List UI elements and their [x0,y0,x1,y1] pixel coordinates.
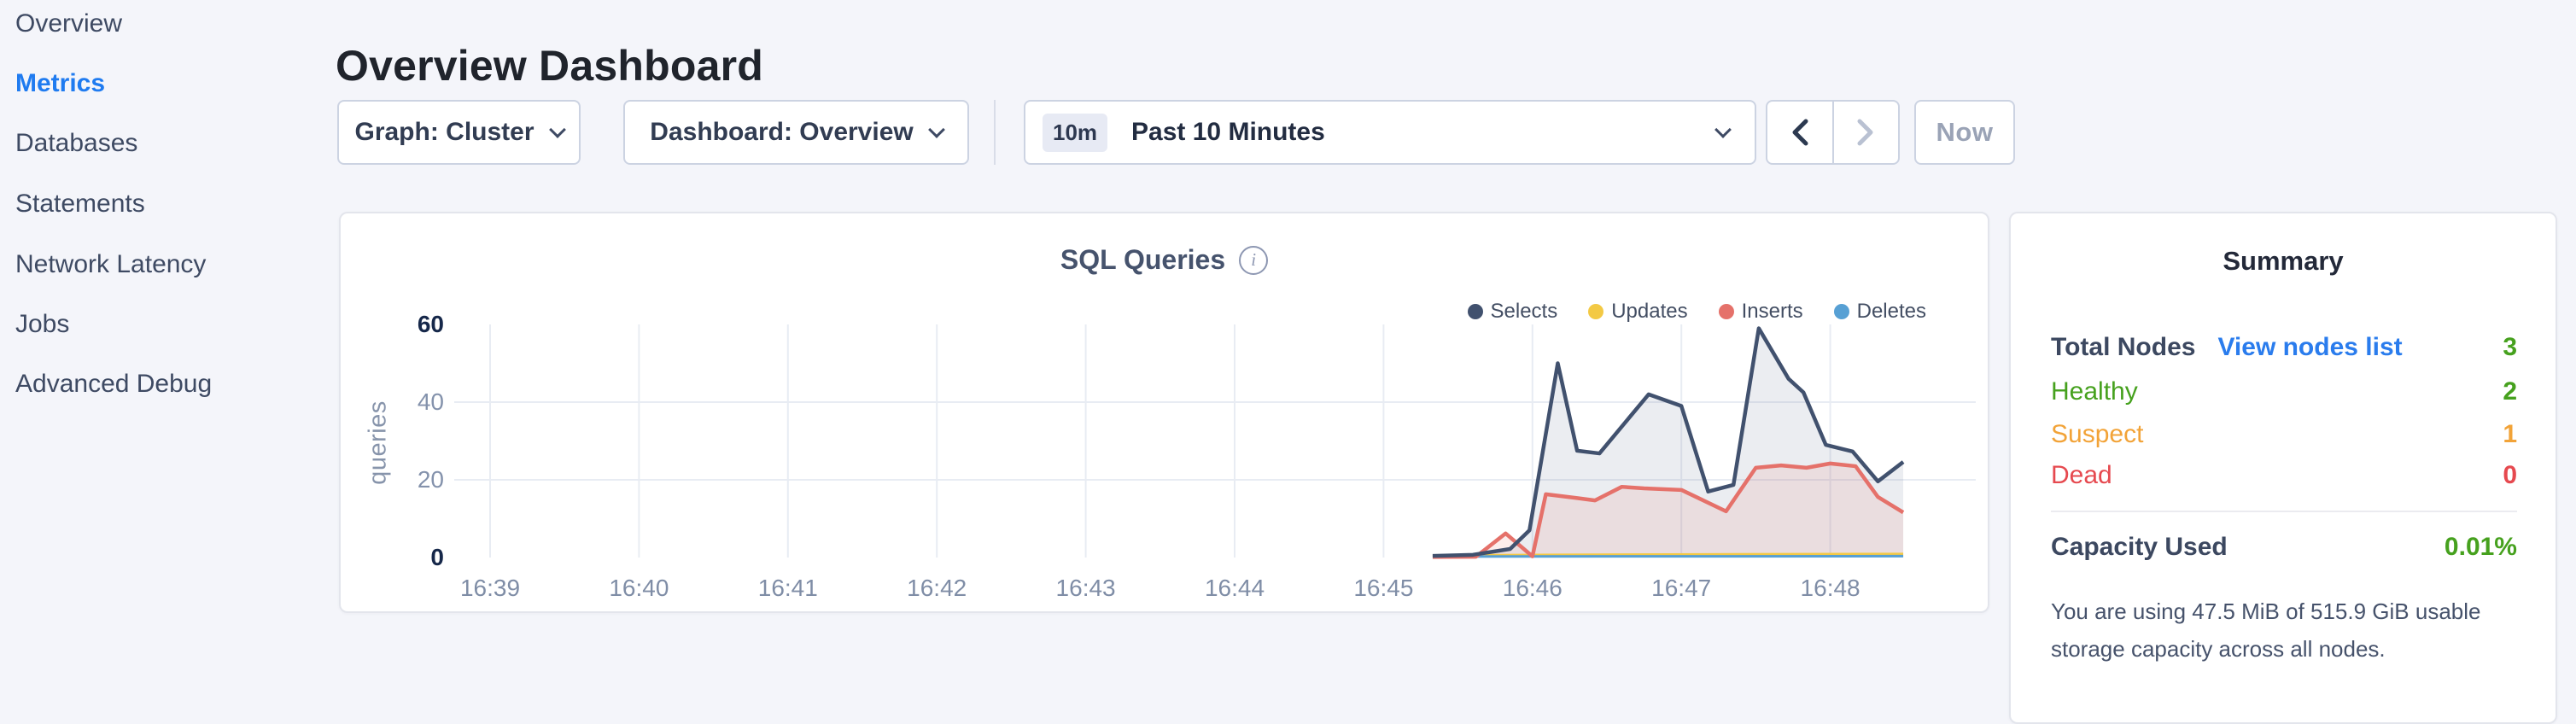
sidebar-item-advanced-debug[interactable]: Advanced Debug [15,370,213,398]
legend-label: Updates [1611,300,1688,323]
time-range-label: Past 10 Minutes [1131,118,1325,146]
legend-label: Deletes [1856,300,1926,323]
x-axis-tick-label: 16:41 [757,575,818,601]
x-axis-tick-label: 16:46 [1502,575,1563,601]
y-axis-tick-label: 60 [417,311,444,337]
legend-item-selects: Selects [1467,300,1558,324]
dead-label: Dead [2051,461,2112,489]
sql-queries-chart [454,324,1976,559]
chevron-down-icon [1714,120,1732,138]
legend-item-deletes: Deletes [1833,300,1926,324]
total-nodes-value: 3 [2503,333,2517,361]
x-axis-tick-label: 16:47 [1651,575,1712,601]
total-nodes-row: Total Nodes View nodes list 3 [2051,331,2517,364]
dead-value: 0 [2503,461,2517,489]
sidebar-item-statements[interactable]: Statements [15,190,145,218]
graph-dropdown-label: Graph: Cluster [354,118,534,146]
healthy-value: 2 [2503,377,2517,406]
legend-label: Selects [1490,300,1558,323]
sidebar-item-network-latency[interactable]: Network Latency [15,250,207,278]
dead-nodes-row: Dead 0 [2051,459,2517,492]
chart-title: SQL Queries [1060,244,1226,275]
y-axis-tick-label: 20 [417,466,444,493]
suspect-value: 1 [2503,420,2517,448]
sidebar-item-databases[interactable]: Databases [15,129,138,157]
legend-dot-icon [1467,304,1483,319]
capacity-used-row: Capacity Used 0.01% [2051,531,2517,563]
chevron-left-icon [1792,119,1808,146]
capacity-used-label: Capacity Used [2051,533,2228,561]
chart-plot-area[interactable] [454,316,1983,562]
page-title: Overview Dashboard [336,41,764,90]
time-range-picker[interactable]: 10m Past 10 Minutes [1024,100,1756,165]
chart-legend: Selects Updates Inserts Deletes [1467,300,1926,324]
view-nodes-list-link[interactable]: View nodes list [2217,333,2403,361]
y-axis-tick-label: 40 [417,388,444,415]
sql-queries-chart-card: SQL Queries i Selects Updates Inserts Delet… [339,212,1989,613]
chevron-down-icon [548,120,566,138]
now-button-label: Now [1936,117,1994,147]
chevron-down-icon [927,120,945,138]
x-axis-tick-label: 16:39 [459,575,521,601]
y-axis-tick-label: 0 [430,544,444,570]
dashboard-dropdown[interactable]: Dashboard: Overview [623,100,969,165]
graph-dropdown[interactable]: Graph: Cluster [337,100,581,165]
dashboard-dropdown-label: Dashboard: Overview [650,118,914,146]
x-axis-tick-label: 16:45 [1353,575,1414,601]
sidebar-item-jobs[interactable]: Jobs [15,310,70,338]
healthy-nodes-row: Healthy 2 [2051,376,2517,408]
capacity-description: You are using 47.5 MiB of 515.9 GiB usab… [2051,598,2481,662]
info-icon[interactable]: i [1239,245,1269,275]
x-axis-tick-label: 16:48 [1800,575,1860,601]
summary-panel: Summary Total Nodes View nodes list 3 He… [2009,212,2557,724]
legend-item-updates: Updates [1588,300,1688,324]
legend-dot-icon [1833,304,1849,319]
now-button[interactable]: Now [1914,100,2015,165]
sidebar-item-overview[interactable]: Overview [15,9,123,38]
sidebar: Overview Metrics Databases Statements Ne… [0,0,333,623]
capacity-used-value: 0.01% [2444,533,2517,561]
time-step-forward-button[interactable] [1831,102,1899,163]
x-axis-tick-label: 16:43 [1055,575,1116,601]
time-range-badge: 10m [1043,113,1108,152]
legend-label: Inserts [1741,300,1803,323]
time-step-back-button[interactable] [1767,102,1832,163]
x-axis-tick-label: 16:44 [1204,575,1265,601]
x-axis-tick-label: 16:40 [609,575,669,601]
total-nodes-label: Total Nodes [2051,333,2196,361]
legend-dot-icon [1588,304,1604,319]
controls-divider [994,100,996,165]
sidebar-item-metrics[interactable]: Metrics [15,69,106,97]
legend-dot-icon [1718,304,1734,319]
summary-title: Summary [2223,246,2344,276]
healthy-label: Healthy [2051,377,2138,406]
suspect-nodes-row: Suspect 1 [2051,418,2517,451]
summary-divider [2051,511,2517,512]
legend-item-inserts: Inserts [1718,300,1803,324]
time-step-group [1766,100,1900,165]
suspect-label: Suspect [2051,420,2144,448]
chevron-right-icon [1857,119,1873,146]
x-axis-tick-label: 16:42 [907,575,967,601]
